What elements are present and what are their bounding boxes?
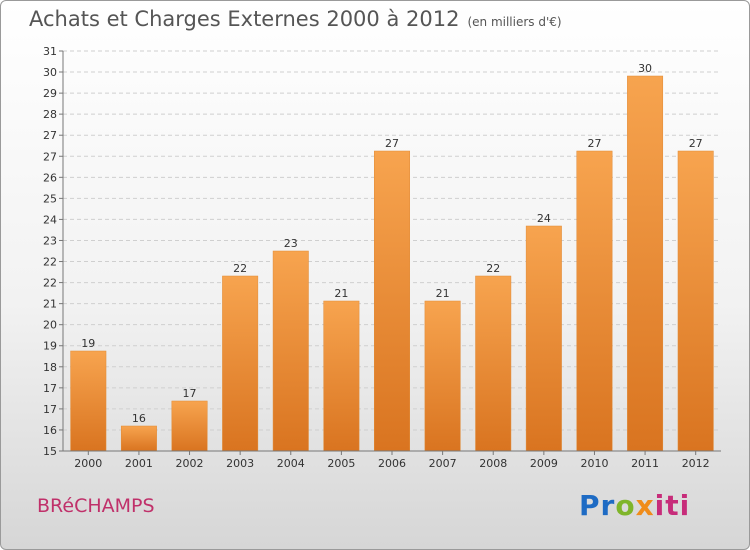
- bar: [171, 400, 208, 452]
- x-tick-label: 2002: [176, 457, 204, 470]
- bar-value-label: 27: [689, 137, 703, 150]
- bar-value-label: 30: [638, 62, 652, 75]
- y-tick-label: 27: [43, 150, 57, 163]
- y-tick-label: 23: [43, 234, 57, 247]
- y-tick-label: 27: [43, 129, 57, 142]
- x-tick-label: 2011: [631, 457, 659, 470]
- y-tick-label: 19: [43, 340, 57, 353]
- bar-value-label: 27: [587, 137, 601, 150]
- bar: [677, 150, 714, 452]
- bar: [374, 150, 410, 452]
- x-tick-label: 2012: [682, 457, 710, 470]
- proxiti-logo: Proxiti: [579, 489, 691, 522]
- x-tick-label: 2003: [226, 457, 254, 470]
- bar: [120, 425, 157, 452]
- bar-value-label: 22: [233, 262, 247, 275]
- commune-name: BRéCHAMPS: [37, 495, 155, 517]
- bar: [272, 250, 309, 452]
- x-tick-label: 2000: [74, 457, 102, 470]
- x-tick-label: 2007: [429, 457, 457, 470]
- bar-value-label: 19: [81, 337, 95, 350]
- y-tick-label: 30: [43, 66, 57, 79]
- x-tick-label: 2004: [277, 457, 305, 470]
- bars: 19 16 17 22 23 21 27 21 22 24 27 30 27: [70, 62, 714, 452]
- y-tick-label: 17: [43, 382, 57, 395]
- y-tick-label: 31: [43, 45, 57, 58]
- chart-subtitle: (en milliers d'€): [467, 15, 562, 29]
- y-tick-label: 22: [43, 277, 57, 290]
- bar: [70, 350, 107, 452]
- y-tick-label: 28: [43, 108, 57, 121]
- bar-value-label: 16: [132, 412, 146, 425]
- y-tick-label: 29: [43, 87, 57, 100]
- bar: [323, 300, 360, 452]
- y-tick-label: 21: [43, 298, 57, 311]
- chart-title: Achats et Charges Externes 2000 à 2012 (e…: [29, 7, 562, 31]
- y-tick-label: 16: [43, 424, 57, 437]
- y-tick-label: 15: [43, 445, 57, 458]
- bar: [475, 275, 512, 452]
- bar-value-label: 21: [334, 287, 348, 300]
- y-tick-label: 25: [43, 192, 57, 205]
- y-tick-label: 24: [43, 213, 57, 226]
- bar-value-label: 21: [436, 287, 450, 300]
- bar-value-label: 23: [284, 237, 298, 250]
- bar: [627, 75, 664, 452]
- y-tick-label: 20: [43, 319, 57, 332]
- x-tick-label: 2006: [378, 457, 406, 470]
- bar-value-label: 17: [183, 387, 197, 400]
- bar-value-label: 27: [385, 137, 399, 150]
- axes: 15 16 17 17 18 19 20 21 22 22 23 24 25 26 27 27 28 29 30 31…: [43, 45, 721, 470]
- bar: [576, 150, 613, 452]
- bar: [525, 225, 562, 452]
- bar-value-label: 24: [537, 212, 551, 225]
- x-tick-label: 2001: [125, 457, 153, 470]
- x-tick-label: 2010: [580, 457, 608, 470]
- y-tick-label: 17: [43, 403, 57, 416]
- bar: [424, 300, 461, 452]
- y-tick-label: 22: [43, 256, 57, 269]
- x-tick-label: 2009: [530, 457, 558, 470]
- y-tick-label: 26: [43, 171, 57, 184]
- y-tick-label: 18: [43, 361, 57, 374]
- bar: [222, 275, 259, 452]
- x-tick-label: 2008: [479, 457, 507, 470]
- bar-value-label: 22: [486, 262, 500, 275]
- x-tick-label: 2005: [327, 457, 355, 470]
